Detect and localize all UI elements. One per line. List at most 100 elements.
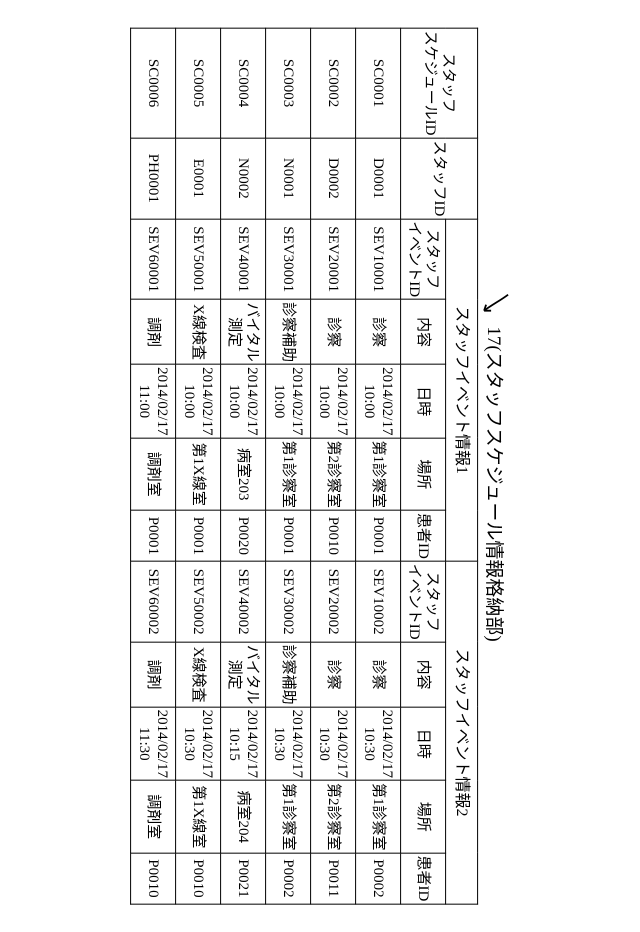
cell-e1-pid: P0001 (355, 510, 400, 561)
figure-caption-row: 17(スタッフスケジュール情報格納部) (482, 28, 510, 905)
cell-e2-dt: 2014/02/1710:15 (220, 707, 265, 780)
col-e2-pid: 患者ID (400, 853, 445, 904)
cell-e1-pid: P0001 (265, 510, 310, 561)
cell-e2-id: SEV30002 (265, 561, 310, 642)
cell-e1-place: 第1診察室 (265, 438, 310, 511)
cell-e2-content: バイタル測定 (220, 642, 265, 707)
col-e2-datetime: 日時 (400, 707, 445, 780)
cell-staff-id: E0001 (175, 138, 220, 219)
cell-e2-content: 診察 (310, 642, 355, 707)
header-row-1: スタッフスケジュールID スタッフID スタッフイベント情報1 スタッフイベント… (445, 28, 477, 904)
cell-e2-pid: P0021 (220, 853, 265, 904)
col-e2-place: 場所 (400, 780, 445, 853)
cell-e1-dt: 2014/02/1711:00 (130, 365, 175, 438)
table-row: SC0003 N0001 SEV30001 診察補助 2014/02/1710:… (265, 28, 310, 904)
table-row: SC0005 E0001 SEV50001 X線検査 2014/02/1710:… (175, 28, 220, 904)
cell-staff-id: PH0001 (130, 138, 175, 219)
col-e1-id: スタッフイベントID (400, 219, 445, 300)
cell-e2-dt: 2014/02/1710:30 (355, 707, 400, 780)
cell-e2-id: SEV40002 (220, 561, 265, 642)
cell-schedule-id: SC0001 (355, 28, 400, 138)
table-wrapper: スタッフスケジュールID スタッフID スタッフイベント情報1 スタッフイベント… (130, 28, 478, 905)
cell-e1-pid: P0020 (220, 510, 265, 561)
cell-e2-dt: 2014/02/1710:30 (175, 707, 220, 780)
table-body: SC0001 D0001 SEV10001 診察 2014/02/1710:00… (130, 28, 400, 904)
col-group-2: スタッフイベント情報2 (445, 561, 477, 904)
col-group-1: スタッフイベント情報1 (445, 219, 477, 562)
col-e1-place: 場所 (400, 438, 445, 511)
cell-e1-pid: P0001 (175, 510, 220, 561)
cell-e2-place: 第1X線室 (175, 780, 220, 853)
cell-e2-place: 第2診察室 (310, 780, 355, 853)
cell-e1-id: SEV40001 (220, 219, 265, 300)
cell-e2-id: SEV60002 (130, 561, 175, 642)
cell-e2-place: 第1診察室 (265, 780, 310, 853)
callout-leader (482, 290, 510, 320)
cell-e1-id: SEV20001 (310, 219, 355, 300)
cell-e1-dt: 2014/02/1710:00 (220, 365, 265, 438)
cell-e1-dt: 2014/02/1710:00 (355, 365, 400, 438)
cell-staff-id: D0001 (355, 138, 400, 219)
figure-caption: 17(スタッフスケジュール情報格納部) (482, 326, 509, 641)
cell-schedule-id: SC0004 (220, 28, 265, 138)
cell-e1-id: SEV10001 (355, 219, 400, 300)
table-head: スタッフスケジュールID スタッフID スタッフイベント情報1 スタッフイベント… (400, 28, 477, 904)
cell-e2-pid: P0002 (265, 853, 310, 904)
cell-e1-content: X線検査 (175, 300, 220, 365)
cell-e1-place: 第2診察室 (310, 438, 355, 511)
cell-e2-place: 病室204 (220, 780, 265, 853)
col-e2-id: スタッフイベントID (400, 561, 445, 642)
table-row: SC0004 N0002 SEV40001 バイタル測定 2014/02/171… (220, 28, 265, 904)
cell-e1-place: 第1X線室 (175, 438, 220, 511)
cell-e2-id: SEV50002 (175, 561, 220, 642)
cell-schedule-id: SC0003 (265, 28, 310, 138)
table-row: SC0001 D0001 SEV10001 診察 2014/02/1710:00… (355, 28, 400, 904)
cell-e1-pid: P0001 (130, 510, 175, 561)
cell-e1-id: SEV50001 (175, 219, 220, 300)
cell-e1-content: 診察補助 (265, 300, 310, 365)
col-staff-id: スタッフID (400, 138, 477, 219)
rotated-stage: 17(スタッフスケジュール情報格納部) スタッフスケジュールID スタッフID … (130, 28, 510, 905)
cell-e2-dt: 2014/02/1710:30 (310, 707, 355, 780)
cell-e1-dt: 2014/02/1710:00 (265, 365, 310, 438)
col-e1-content: 内容 (400, 300, 445, 365)
cell-e2-pid: P0010 (175, 853, 220, 904)
schedule-table: スタッフスケジュールID スタッフID スタッフイベント情報1 スタッフイベント… (130, 28, 478, 905)
cell-e1-content: 調剤 (130, 300, 175, 365)
cell-e2-id: SEV20002 (310, 561, 355, 642)
cell-e2-dt: 2014/02/1711:30 (130, 707, 175, 780)
cell-e1-dt: 2014/02/1710:00 (175, 365, 220, 438)
cell-e2-content: 診察 (355, 642, 400, 707)
cell-e1-pid: P0010 (310, 510, 355, 561)
col-e1-pid: 患者ID (400, 510, 445, 561)
cell-e1-dt: 2014/02/1710:00 (310, 365, 355, 438)
cell-staff-id: N0001 (265, 138, 310, 219)
col-schedule-id: スタッフスケジュールID (400, 28, 477, 138)
cell-e2-content: X線検査 (175, 642, 220, 707)
cell-e2-dt: 2014/02/1710:30 (265, 707, 310, 780)
col-e2-content: 内容 (400, 642, 445, 707)
cell-staff-id: D0002 (310, 138, 355, 219)
cell-e1-place: 調剤室 (130, 438, 175, 511)
cell-e2-content: 調剤 (130, 642, 175, 707)
cell-e1-place: 病室203 (220, 438, 265, 511)
cell-e1-content: 診察 (310, 300, 355, 365)
cell-e1-id: SEV60001 (130, 219, 175, 300)
cell-e2-place: 第1診察室 (355, 780, 400, 853)
cell-schedule-id: SC0002 (310, 28, 355, 138)
cell-e1-content: 診察 (355, 300, 400, 365)
cell-e1-place: 第1診察室 (355, 438, 400, 511)
cell-e2-place: 調剤室 (130, 780, 175, 853)
cell-schedule-id: SC0005 (175, 28, 220, 138)
cell-e2-id: SEV10002 (355, 561, 400, 642)
table-row: SC0006 PH0001 SEV60001 調剤 2014/02/1711:0… (130, 28, 175, 904)
cell-staff-id: N0002 (220, 138, 265, 219)
cell-e2-pid: P0011 (310, 853, 355, 904)
cell-e1-id: SEV30001 (265, 219, 310, 300)
cell-e2-pid: P0010 (130, 853, 175, 904)
col-e1-datetime: 日時 (400, 365, 445, 438)
cell-e2-content: 診察補助 (265, 642, 310, 707)
table-row: SC0002 D0002 SEV20001 診察 2014/02/1710:00… (310, 28, 355, 904)
cell-schedule-id: SC0006 (130, 28, 175, 138)
cell-e1-content: バイタル測定 (220, 300, 265, 365)
